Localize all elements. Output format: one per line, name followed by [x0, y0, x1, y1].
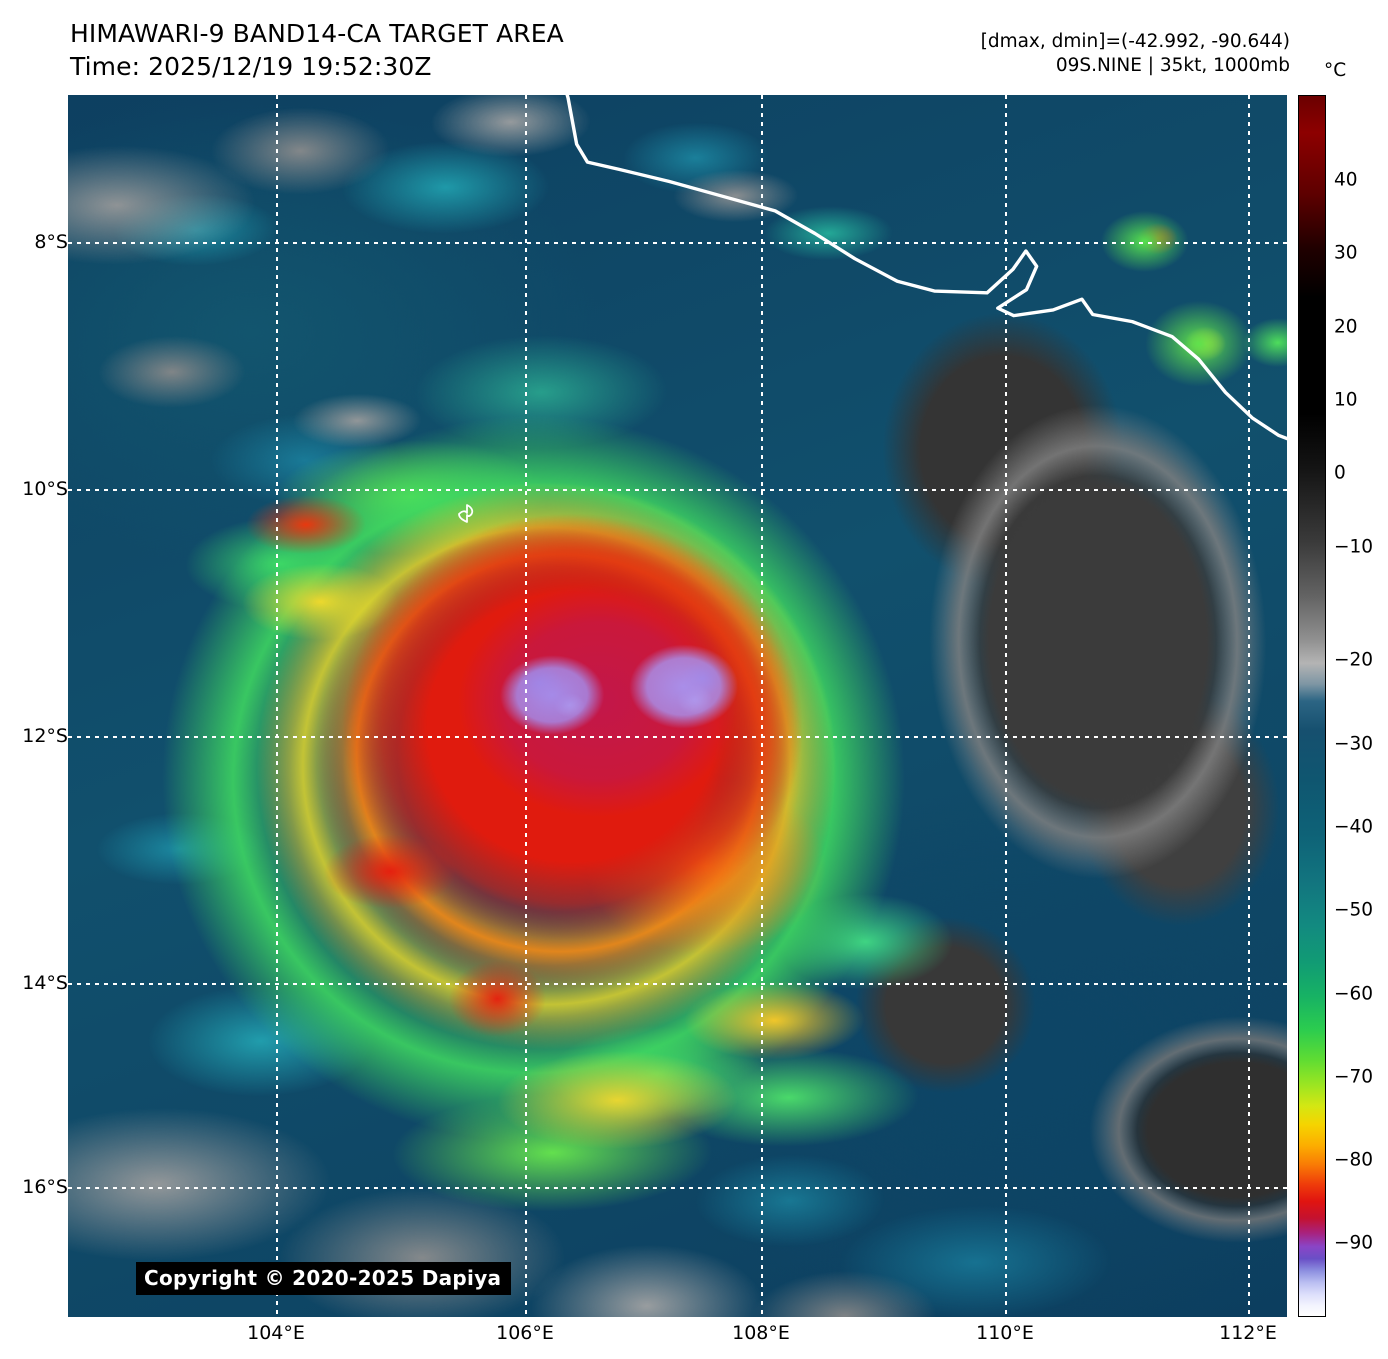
colorbar-tick-label: −30 [1334, 733, 1374, 755]
satellite-image-plot[interactable]: Copyright © 2020-2025 Dapiya [68, 95, 1287, 1317]
colorbar-tick-label: 40 [1334, 169, 1358, 191]
metadata-block: [dmax, dmin]=(-42.992, -90.644) 09S.NINE… [981, 30, 1290, 77]
colorbar-tick-label: −80 [1334, 1149, 1374, 1171]
ytick-label: 16°S [22, 1176, 68, 1198]
title-block: HIMAWARI-9 BAND14-CA TARGET AREA Time: 2… [70, 18, 564, 83]
colorbar-tick-label: −20 [1334, 649, 1374, 671]
colorbar-tick-label: 30 [1334, 242, 1358, 264]
colorbar-tick-label: 20 [1334, 316, 1358, 338]
storm-center-marker[interactable] [454, 501, 480, 525]
ytick-label: 8°S [34, 231, 68, 253]
colorbar-tick-label: −40 [1334, 816, 1374, 838]
xtick-label: 108°E [732, 1322, 790, 1344]
xtick-label: 104°E [247, 1322, 305, 1344]
satellite-swath [68, 95, 1287, 1317]
colorbar-tick-label: −60 [1334, 983, 1374, 1005]
colorbar-unit-label: °C [1324, 60, 1347, 81]
dminmax-label: [dmax, dmin]=(-42.992, -90.644) [980, 31, 1290, 52]
colorbar[interactable] [1298, 95, 1326, 1317]
colorbar-tick-label: −10 [1334, 536, 1374, 558]
colorbar-tick-label: 10 [1334, 389, 1358, 411]
xtick-label: 110°E [976, 1322, 1034, 1344]
xtick-label: 106°E [496, 1322, 554, 1344]
colorbar-tick-label: −50 [1334, 899, 1374, 921]
colorbar-gradient [1299, 96, 1325, 1316]
page-title: HIMAWARI-9 BAND14-CA TARGET AREA [70, 19, 564, 48]
storm-info-label: 09S.NINE | 35kt, 1000mb [1055, 54, 1290, 76]
colorbar-tick-label: −90 [1334, 1232, 1374, 1254]
copyright-banner: Copyright © 2020-2025 Dapiya [136, 1262, 512, 1295]
xtick-label: 112°E [1219, 1322, 1277, 1344]
ytick-label: 10°S [22, 478, 68, 500]
coastline-overlay [558, 95, 1287, 455]
colorbar-tick-label: 0 [1334, 462, 1346, 484]
timestamp-label: Time: 2025/12/19 19:52:30Z [70, 51, 432, 81]
ytick-label: 12°S [22, 725, 68, 747]
ytick-label: 14°S [22, 972, 68, 994]
colorbar-tick-label: −70 [1334, 1066, 1374, 1088]
